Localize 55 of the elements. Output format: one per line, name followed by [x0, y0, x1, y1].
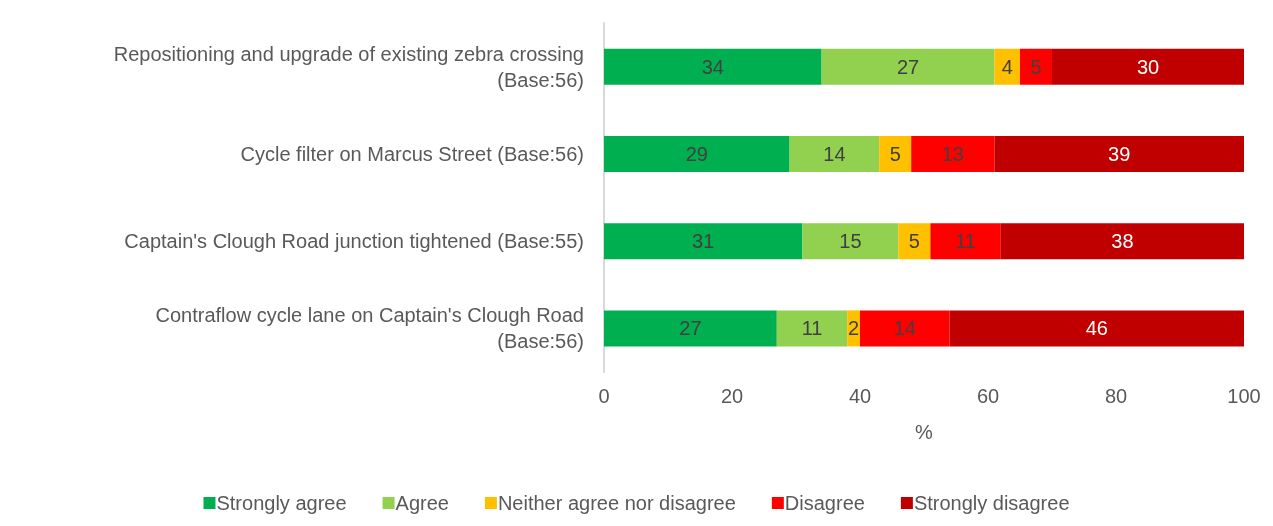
data-label: 5	[1030, 55, 1042, 78]
y-tick-label: Captain's Clough Road junction tightened (Base:55)	[124, 230, 584, 253]
data-label: 31	[692, 230, 715, 253]
bar	[1000, 223, 1244, 260]
data-label: 27	[679, 317, 702, 340]
data-label: 4	[1001, 55, 1013, 78]
bar	[994, 135, 1244, 172]
data-label: 27	[896, 55, 920, 78]
bar	[930, 223, 1001, 260]
bar	[604, 310, 777, 347]
bar	[898, 223, 931, 260]
legend-label: Agree	[395, 492, 449, 514]
bar	[789, 135, 880, 172]
data-label: 13	[941, 142, 964, 165]
bar	[1020, 48, 1052, 85]
data-label: 14	[823, 142, 846, 165]
data-label: 34	[701, 55, 724, 78]
data-label: 38	[1111, 230, 1134, 253]
data-label: 46	[1085, 317, 1108, 340]
data-label: 5	[908, 230, 920, 253]
bar	[821, 48, 995, 85]
legend-label: Strongly agree	[216, 492, 347, 514]
x-tick-label: 80	[1104, 385, 1128, 407]
y-tick-label: Repositioning and upgrade of existing zebra crossing (Base:56)	[113, 42, 584, 91]
data-label: 30	[1136, 55, 1160, 78]
bar	[604, 48, 822, 85]
x-tick-label: 20	[720, 385, 744, 407]
bar	[604, 223, 803, 260]
x-tick-label: 0	[598, 385, 610, 407]
x-tick-label: 60	[976, 385, 1000, 407]
bar	[860, 310, 950, 347]
data-label: 11	[801, 317, 823, 340]
bar	[949, 310, 1244, 347]
legend-label: Strongly disagree	[913, 492, 1070, 514]
legend-label: Neither agree nor disagree	[497, 492, 736, 514]
bar	[911, 135, 995, 172]
bar	[604, 135, 790, 172]
data-label: 5	[889, 142, 901, 165]
y-tick-label: Contraflow cycle lane on Captain's Clough Road (Base:56)	[155, 304, 584, 353]
bar	[994, 48, 1020, 85]
bar	[879, 135, 912, 172]
data-label: 39	[1108, 142, 1131, 165]
legend-label: Disagree	[784, 492, 865, 514]
data-label: 15	[839, 230, 862, 253]
bar	[802, 223, 899, 260]
data-label: 11	[955, 230, 976, 253]
x-tick-label: 40	[848, 385, 872, 407]
bar	[1052, 48, 1244, 85]
y-tick-label: Cycle filter on Marcus Street (Base:56)	[240, 142, 584, 165]
bar	[776, 310, 848, 347]
x-axis-title: %	[915, 421, 934, 443]
data-label: 2	[848, 317, 860, 340]
data-label: 29	[685, 142, 708, 165]
x-tick-label: 100	[1227, 385, 1261, 407]
data-label: 14	[893, 317, 916, 340]
